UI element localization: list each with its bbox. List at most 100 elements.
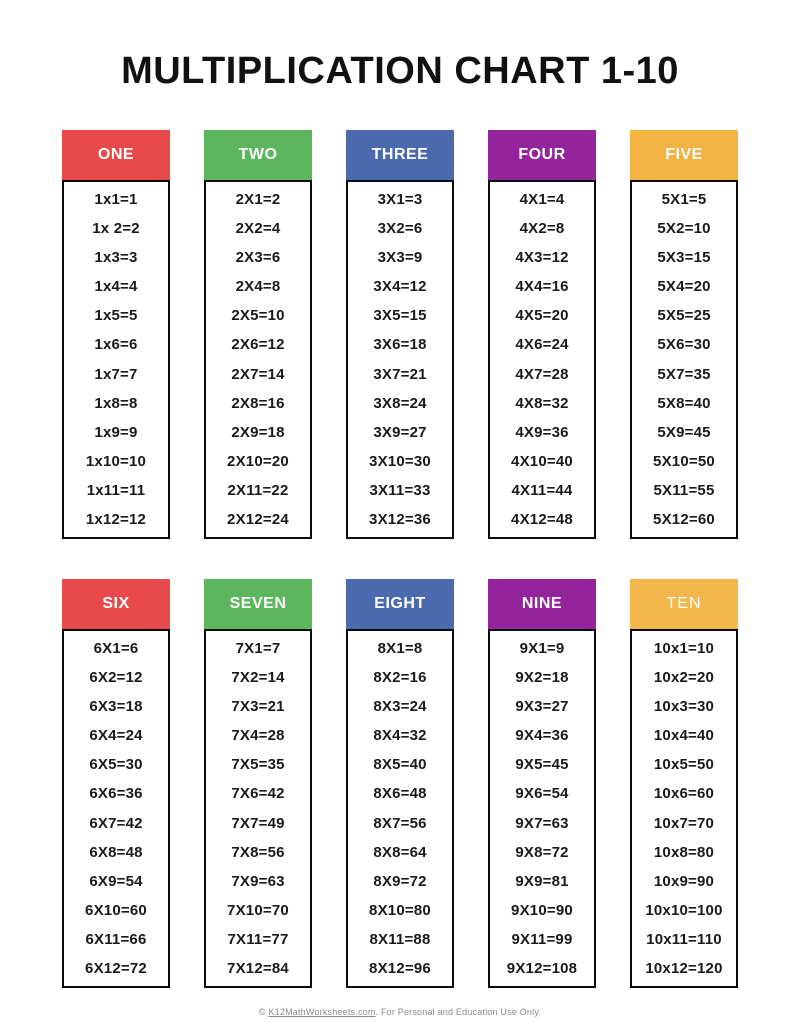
fact-row: 4X9=36 [515,423,569,441]
fact-row: 1x 2=2 [92,220,140,238]
column-header: FIVE [630,130,738,180]
fact-row: 5X3=15 [657,249,711,267]
fact-row: 8X2=16 [373,669,427,687]
fact-row: 10x11=110 [646,930,722,948]
fact-row: 1x7=7 [94,365,138,383]
fact-row: 10x5=50 [653,756,715,774]
fact-row: 10x3=30 [653,698,715,716]
fact-row: 2X3=6 [235,249,281,267]
fact-row: 5X11=55 [653,481,715,499]
fact-row: 9X3=27 [515,698,569,716]
fact-row: 8X12=96 [369,959,431,977]
fact-row: 3X10=30 [369,452,431,470]
fact-row: 6X10=60 [85,901,147,919]
fact-row: 10x12=120 [645,959,723,977]
fact-row: 8X4=32 [373,727,427,745]
fact-row: 6X1=6 [93,640,139,658]
fact-row: 4X7=28 [515,365,569,383]
fact-row: 6X7=42 [89,814,143,832]
fact-row: 2X9=18 [231,423,285,441]
fact-row: 2X10=20 [227,452,289,470]
fact-row: 3X6=18 [373,336,427,354]
facts-box: 4X1=4 4X2=8 4X3=12 4X4=16 4X5=20 4X6=24 4X7=28… [488,180,596,539]
fact-row: 2X1=2 [235,191,281,209]
fact-row: 10x6=60 [653,785,715,803]
fact-row: 4X4=16 [515,278,569,296]
times-table-column: THREE 3X1=3 3X2=6 3X3=9 3X4=12 3X5=15 3X6=18 3… [346,130,454,539]
times-table-column: TEN 10x1=10 10x2=20 10x3=30 10x4=40 10x5=50 1… [630,579,738,988]
fact-row: 3X2=6 [377,220,423,238]
fact-row: 6X3=18 [89,698,143,716]
fact-row: 10x9=90 [653,872,715,890]
fact-row: 1x6=6 [94,336,138,354]
page-title: MULTIPLICATION CHART 1-10 [121,50,679,92]
fact-row: 9X5=45 [515,756,569,774]
fact-row: 9X1=9 [519,640,565,658]
fact-row: 4X3=12 [515,249,569,267]
fact-row: 4X10=40 [511,452,573,470]
fact-row: 8X8=64 [373,843,427,861]
fact-row: 1x11=11 [86,481,146,499]
fact-row: 6X11=66 [85,930,147,948]
fact-row: 5X2=10 [657,220,711,238]
fact-row: 8X1=8 [377,640,423,658]
fact-row: 3X11=33 [369,481,431,499]
fact-row: 3X3=9 [377,249,423,267]
facts-box: 9X1=9 9X2=18 9X3=27 9X4=36 9X5=45 9X6=54 9X7=6… [488,629,596,988]
times-table-column: FOUR 4X1=4 4X2=8 4X3=12 4X4=16 4X5=20 4X6=24 4… [488,130,596,539]
fact-row: 1x3=3 [94,249,138,267]
fact-row: 5X6=30 [657,336,711,354]
fact-row: 4X5=20 [515,307,569,325]
fact-row: 2X6=12 [231,336,285,354]
column-header: TWO [204,130,312,180]
fact-row: 10x7=70 [653,814,715,832]
fact-row: 7X2=14 [231,669,285,687]
fact-row: 1x9=9 [94,423,138,441]
fact-row: 3X8=24 [373,394,427,412]
fact-row: 6X2=12 [89,669,143,687]
fact-row: 5X7=35 [657,365,711,383]
fact-row: 9X2=18 [515,669,569,687]
fact-row: 8X5=40 [373,756,427,774]
fact-row: 1x1=1 [94,191,138,209]
fact-row: 7X7=49 [231,814,285,832]
fact-row: 7X6=42 [231,785,285,803]
fact-row: 3X9=27 [373,423,427,441]
fact-row: 9X4=36 [515,727,569,745]
fact-row: 7X9=63 [231,872,285,890]
times-table-column: FIVE 5X1=5 5X2=10 5X3=15 5X4=20 5X5=25 5X6=30… [630,130,738,539]
footer-link[interactable]: K12MathWorksheets.com [268,1007,376,1017]
fact-row: 2X12=24 [227,510,289,528]
fact-row: 9X11=99 [511,930,573,948]
column-header: FOUR [488,130,596,180]
times-table-column: NINE 9X1=9 9X2=18 9X3=27 9X4=36 9X5=45 9X6=54… [488,579,596,988]
fact-row: 5X5=25 [657,307,711,325]
fact-row: 2X5=10 [231,307,285,325]
fact-row: 7X8=56 [231,843,285,861]
fact-row: 1x12=12 [85,510,147,528]
fact-row: 8X6=48 [373,785,427,803]
fact-row: 7X11=77 [227,930,289,948]
fact-row: 9X8=72 [515,843,569,861]
times-table-column: SEVEN 7X1=7 7X2=14 7X3=21 7X4=28 7X5=35 7X6=4… [204,579,312,988]
fact-row: 1x4=4 [94,278,138,296]
fact-row: 2X8=16 [231,394,285,412]
column-header: EIGHT [346,579,454,629]
fact-row: 5X8=40 [657,394,711,412]
footer-prefix: © [258,1007,269,1017]
fact-row: 6X12=72 [85,959,147,977]
fact-row: 4X6=24 [515,336,569,354]
fact-row: 3X12=36 [369,510,431,528]
fact-row: 2X4=8 [235,278,281,296]
fact-row: 3X5=15 [373,307,427,325]
times-table-column: EIGHT 8X1=8 8X2=16 8X3=24 8X4=32 8X5=40 8X6=4… [346,579,454,988]
fact-row: 8X10=80 [369,901,431,919]
fact-row: 5X4=20 [657,278,711,296]
column-header: THREE [346,130,454,180]
fact-row: 9X9=81 [515,872,569,890]
fact-row: 4X11=44 [511,481,573,499]
fact-row: 2X7=14 [231,365,285,383]
fact-row: 8X11=88 [369,930,431,948]
fact-row: 6X5=30 [89,756,143,774]
fact-row: 7X4=28 [231,727,285,745]
